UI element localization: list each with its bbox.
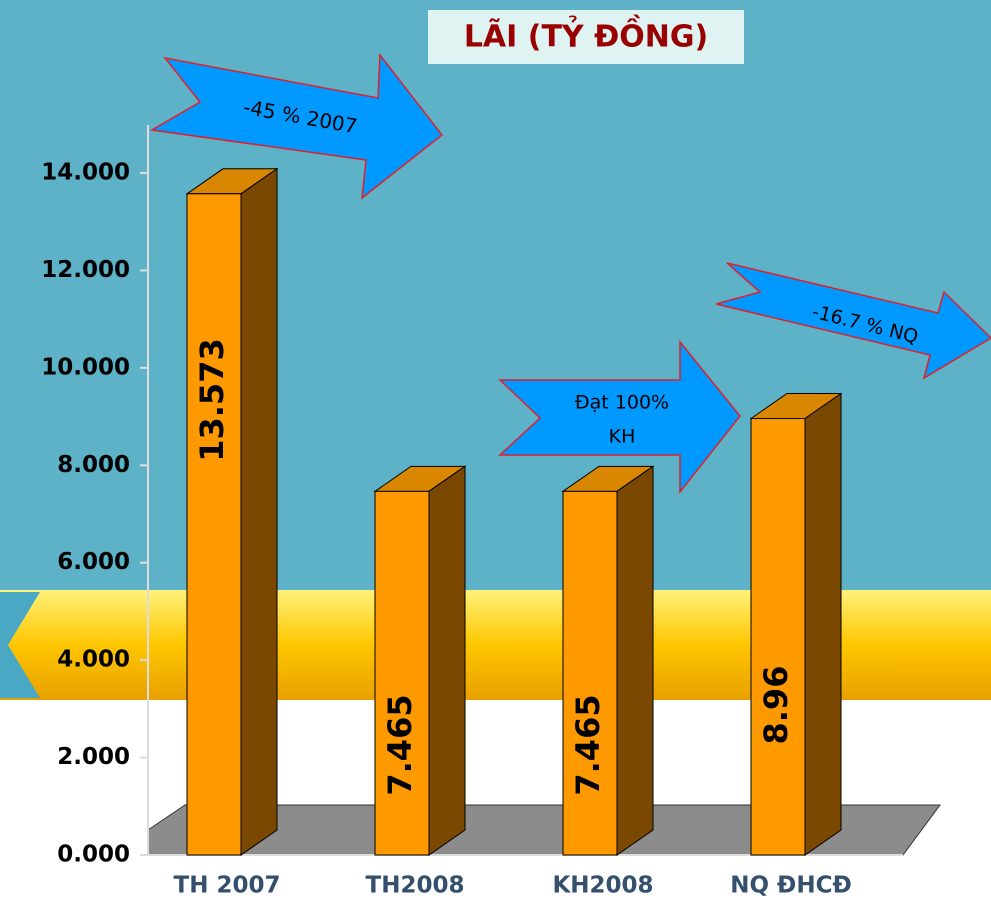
bar bbox=[374, 490, 430, 856]
y-tick-label: 0.000 bbox=[57, 842, 130, 868]
data-label: 13.573 bbox=[193, 338, 231, 461]
bar-side bbox=[804, 392, 842, 856]
data-label: 7.465 bbox=[569, 694, 607, 795]
y-tick-label: 10.000 bbox=[41, 354, 130, 380]
y-tick-label: 6.000 bbox=[57, 549, 130, 575]
y-tick-label: 12.000 bbox=[41, 257, 130, 283]
y-tick-label: 8.000 bbox=[57, 452, 130, 478]
y-tick-label: 14.000 bbox=[41, 160, 130, 186]
x-tick-label: NQ ĐHCĐ bbox=[730, 873, 851, 899]
annotation: KH bbox=[609, 426, 636, 448]
bar-side bbox=[616, 465, 654, 856]
band-notch bbox=[0, 592, 40, 698]
bar-side bbox=[240, 167, 278, 856]
bar bbox=[186, 193, 242, 856]
arrow bbox=[498, 339, 741, 495]
bar bbox=[750, 418, 806, 856]
arrow bbox=[149, 52, 444, 200]
chart-title: LÃI (TỶ ĐỒNG) bbox=[464, 14, 708, 55]
arrow bbox=[715, 262, 991, 380]
data-label: 8.96 bbox=[757, 666, 795, 745]
bar-side bbox=[428, 465, 466, 856]
x-tick-label: TH2008 bbox=[366, 873, 465, 899]
bar bbox=[562, 490, 618, 856]
x-tick-label: KH2008 bbox=[552, 873, 653, 899]
y-tick-label: 2.000 bbox=[57, 744, 130, 770]
annotation: Đạt 100% bbox=[575, 392, 669, 414]
y-tick-label: 4.000 bbox=[57, 647, 130, 673]
x-tick-label: TH 2007 bbox=[174, 873, 281, 899]
title-box bbox=[428, 10, 744, 64]
data-label: 7.465 bbox=[381, 694, 419, 795]
